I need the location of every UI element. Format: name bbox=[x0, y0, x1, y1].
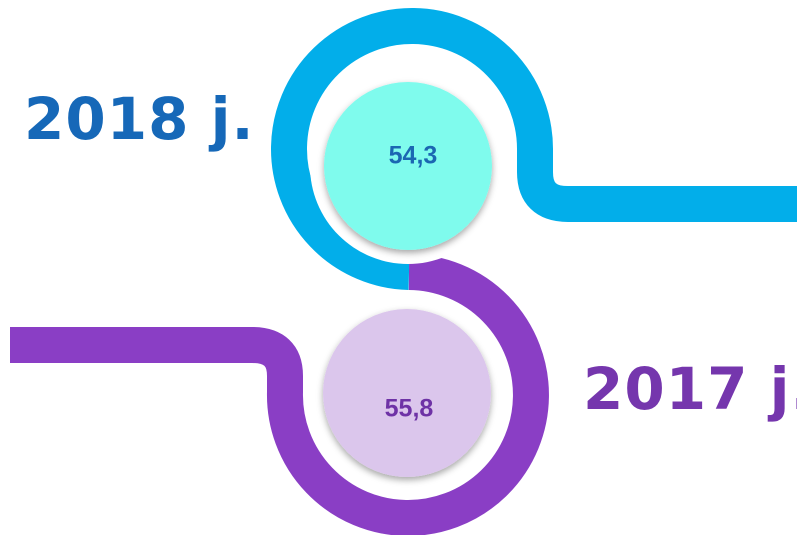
track-2017 bbox=[10, 254, 549, 535]
value-circle-2017-fill bbox=[323, 309, 491, 477]
value-2018: 54,3 bbox=[389, 142, 438, 170]
value-node-2017: 55,8 bbox=[309, 295, 505, 491]
year-label-2018: 2018 j. bbox=[24, 85, 255, 153]
value-2017: 55,8 bbox=[385, 395, 434, 423]
value-circle-2018-fill bbox=[324, 82, 492, 250]
year-label-2017: 2017 j. bbox=[583, 355, 797, 423]
value-node-2018: 54,3 bbox=[310, 68, 506, 264]
track-2018 bbox=[271, 8, 797, 290]
